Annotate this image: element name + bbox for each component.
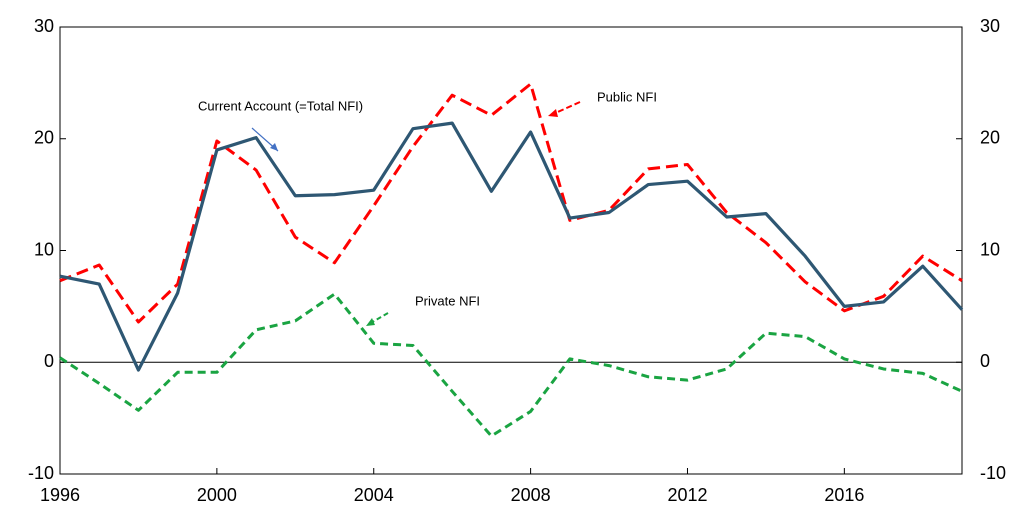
y2-tick-label: -10: [980, 463, 1006, 483]
y2-tick-label: 10: [980, 239, 1000, 259]
y2-tick-label: 30: [980, 16, 1000, 36]
y-tick-label: -10: [28, 463, 54, 483]
y-tick-label: 20: [34, 128, 54, 148]
y-tick-label: 0: [44, 351, 54, 371]
y2-tick-label: 0: [980, 351, 990, 371]
y-tick-label: 30: [34, 16, 54, 36]
y-tick-label: 10: [34, 239, 54, 259]
annotation: Public NFI: [597, 89, 657, 104]
annotation-arrow-head: [366, 318, 375, 326]
x-tick-label: 2004: [354, 485, 394, 505]
line-series: [59, 82, 963, 324]
x-tick-label: 2012: [667, 485, 707, 505]
annotation-arrow-head: [270, 143, 278, 151]
annotation: Current Account (=Total NFI): [198, 98, 363, 113]
x-tick-label: 2016: [824, 485, 864, 505]
y2-tick-label: 20: [980, 128, 1000, 148]
x-tick-label: 2000: [197, 485, 237, 505]
x-tick-label: 2008: [511, 485, 551, 505]
line-series: [59, 121, 964, 372]
plot-frame: [59, 26, 963, 475]
annotation-arrow: [550, 101, 581, 116]
annotation-arrow-head: [548, 109, 558, 117]
x-tick-label: 1996: [40, 485, 80, 505]
annotation: Private NFI: [415, 293, 480, 308]
line-series: [59, 292, 963, 438]
